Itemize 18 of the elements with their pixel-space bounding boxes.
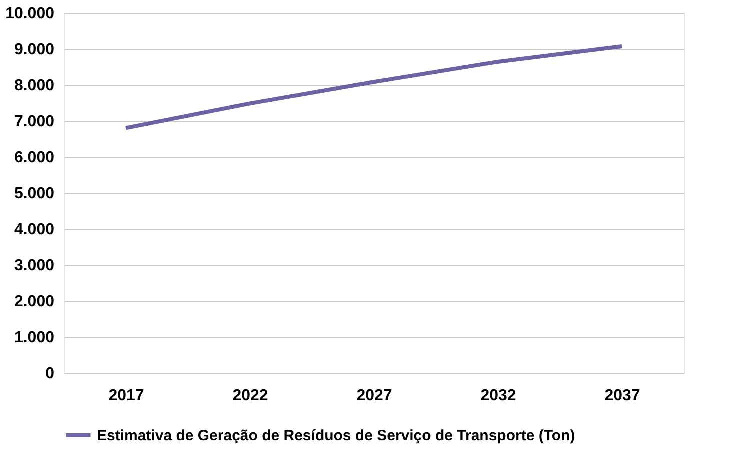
x-tick-label: 2032: [480, 388, 516, 404]
y-tick-label: 2.000: [14, 294, 55, 310]
y-tick-label: 0: [46, 366, 55, 382]
y-tick-label: 5.000: [14, 186, 55, 202]
y-tick-label: 6.000: [14, 150, 55, 166]
y-tick-label: 3.000: [14, 258, 55, 274]
x-tick-label: 2022: [232, 388, 268, 404]
y-tick-label: 7.000: [14, 114, 55, 130]
y-tick-label: 10.000: [6, 6, 55, 22]
line-series: [124, 44, 624, 130]
y-tick-label: 8.000: [14, 78, 55, 94]
x-tick-label: 2017: [108, 388, 144, 404]
y-tick-label: 1.000: [14, 330, 55, 346]
y-tick-label: 9.000: [14, 42, 55, 58]
y-tick-label: 4.000: [14, 222, 55, 238]
x-tick-label: 2037: [604, 388, 640, 404]
legend-label: Estimativa de Geração de Resíduos de Serviço de Transporte (Ton): [97, 428, 576, 444]
x-tick-label: 2027: [356, 388, 392, 404]
